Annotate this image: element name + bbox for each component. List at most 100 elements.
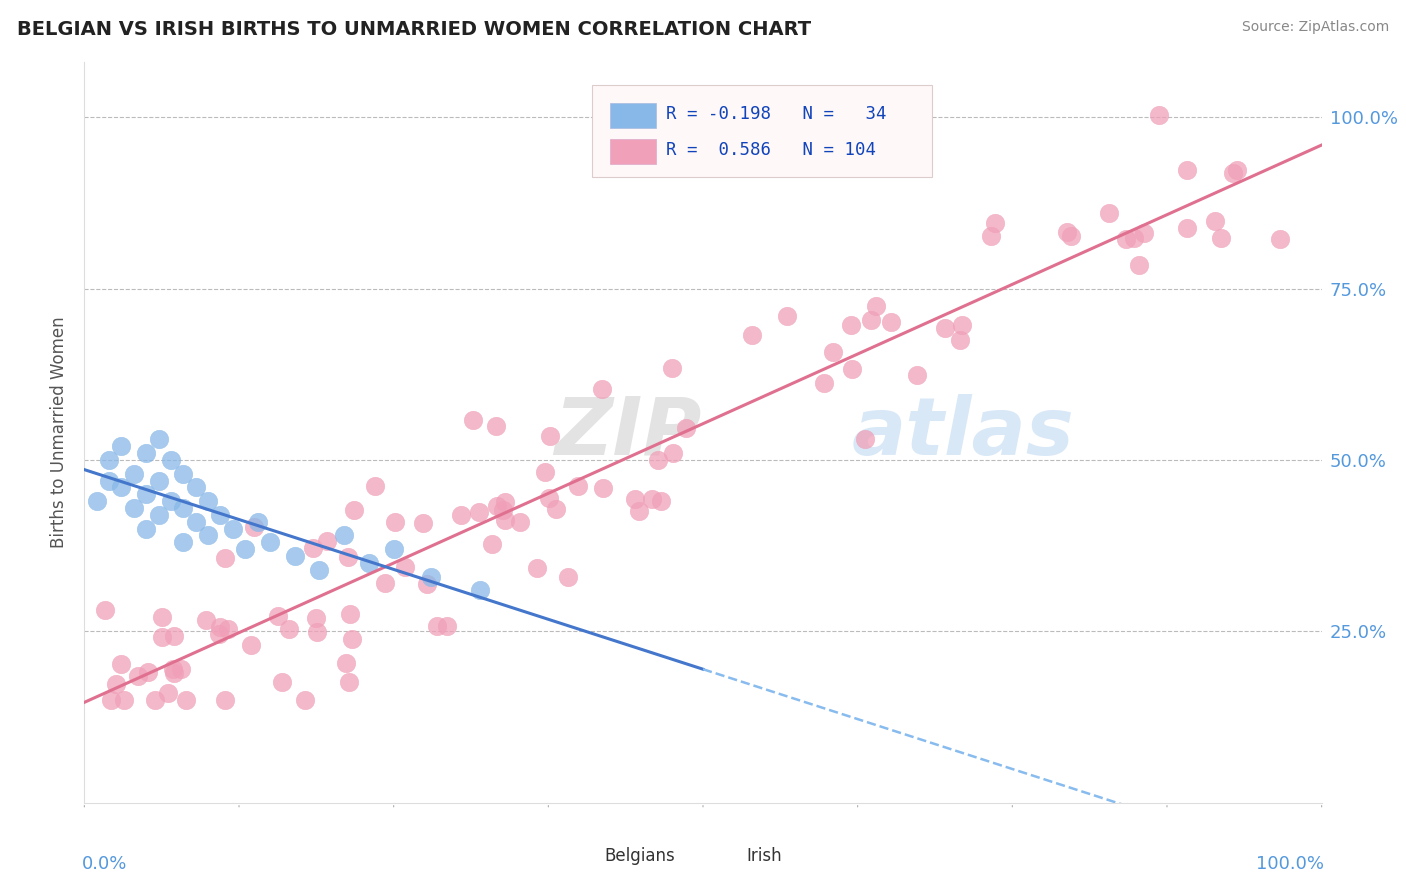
Point xyxy=(470,583,492,598)
Point xyxy=(148,508,170,522)
Point xyxy=(436,619,458,633)
Point xyxy=(382,542,405,557)
Point xyxy=(450,508,472,522)
Point xyxy=(949,333,972,347)
Point xyxy=(357,556,380,570)
Point xyxy=(984,216,1007,230)
Point xyxy=(853,433,876,447)
Text: R =  0.586   N = 104: R = 0.586 N = 104 xyxy=(666,141,876,159)
Point xyxy=(135,487,157,501)
Point xyxy=(110,480,132,494)
Point xyxy=(94,602,117,616)
Point xyxy=(934,321,956,335)
Point xyxy=(1204,214,1226,228)
Point xyxy=(337,550,360,565)
Point xyxy=(222,522,245,536)
Point xyxy=(880,315,903,329)
Point xyxy=(1211,230,1233,244)
Point xyxy=(538,429,561,443)
Point xyxy=(412,516,434,530)
Text: Source: ZipAtlas.com: Source: ZipAtlas.com xyxy=(1241,20,1389,34)
Point xyxy=(1175,220,1198,235)
Point xyxy=(1098,206,1121,220)
Text: Irish: Irish xyxy=(747,847,782,865)
Text: 0.0%: 0.0% xyxy=(82,855,128,872)
Point xyxy=(567,479,589,493)
Point xyxy=(485,499,508,513)
Point xyxy=(526,561,548,575)
Point xyxy=(416,577,439,591)
Point xyxy=(172,501,194,516)
Point xyxy=(239,638,262,652)
Point xyxy=(308,563,330,577)
Point xyxy=(342,632,364,646)
Point xyxy=(135,446,157,460)
Point xyxy=(979,229,1001,244)
Point xyxy=(333,528,356,542)
Point xyxy=(307,625,329,640)
Point xyxy=(468,505,491,519)
Point xyxy=(485,418,508,433)
Point xyxy=(145,693,167,707)
Point xyxy=(1115,232,1137,246)
Text: atlas: atlas xyxy=(852,393,1074,472)
Point xyxy=(1122,231,1144,245)
Point xyxy=(302,541,325,556)
Point xyxy=(135,522,157,536)
Point xyxy=(98,453,121,467)
Point xyxy=(162,662,184,676)
Point xyxy=(335,657,357,671)
Point xyxy=(197,528,219,542)
Point xyxy=(339,607,361,622)
Point xyxy=(337,674,360,689)
Point xyxy=(150,609,173,624)
Point xyxy=(544,501,567,516)
Point xyxy=(384,515,406,529)
Point xyxy=(494,494,516,508)
Text: Belgians: Belgians xyxy=(605,847,675,865)
Point xyxy=(859,313,882,327)
Point xyxy=(950,318,973,333)
Point xyxy=(534,465,557,479)
Point xyxy=(105,677,128,691)
Point xyxy=(194,613,217,627)
Point xyxy=(463,413,485,427)
Point xyxy=(661,446,683,460)
Point xyxy=(661,360,683,375)
Point xyxy=(841,362,863,376)
Point xyxy=(343,503,366,517)
Point xyxy=(374,575,396,590)
Point xyxy=(122,501,145,516)
Point xyxy=(1175,162,1198,177)
Point xyxy=(1268,232,1291,246)
Point xyxy=(624,491,647,506)
Point xyxy=(246,515,269,529)
Point xyxy=(647,453,669,467)
Point xyxy=(1147,108,1170,122)
Point xyxy=(184,480,207,494)
Point xyxy=(259,535,281,549)
Point xyxy=(214,693,236,707)
Point xyxy=(110,657,132,672)
Point xyxy=(591,382,613,396)
Point xyxy=(641,491,664,506)
Point xyxy=(494,513,516,527)
Point xyxy=(481,537,503,551)
FancyBboxPatch shape xyxy=(610,103,657,128)
FancyBboxPatch shape xyxy=(558,846,598,867)
Point xyxy=(841,318,863,332)
Point xyxy=(208,620,231,634)
Point xyxy=(1060,229,1083,244)
Point xyxy=(592,481,614,495)
Point xyxy=(233,542,256,557)
Point xyxy=(1226,163,1249,178)
Point xyxy=(157,686,180,700)
Point xyxy=(148,433,170,447)
Point xyxy=(136,665,159,679)
Point xyxy=(112,693,135,707)
Point xyxy=(538,491,561,506)
Point xyxy=(160,494,183,508)
Point xyxy=(813,376,835,390)
Point xyxy=(1222,166,1244,180)
Point xyxy=(1128,258,1150,272)
